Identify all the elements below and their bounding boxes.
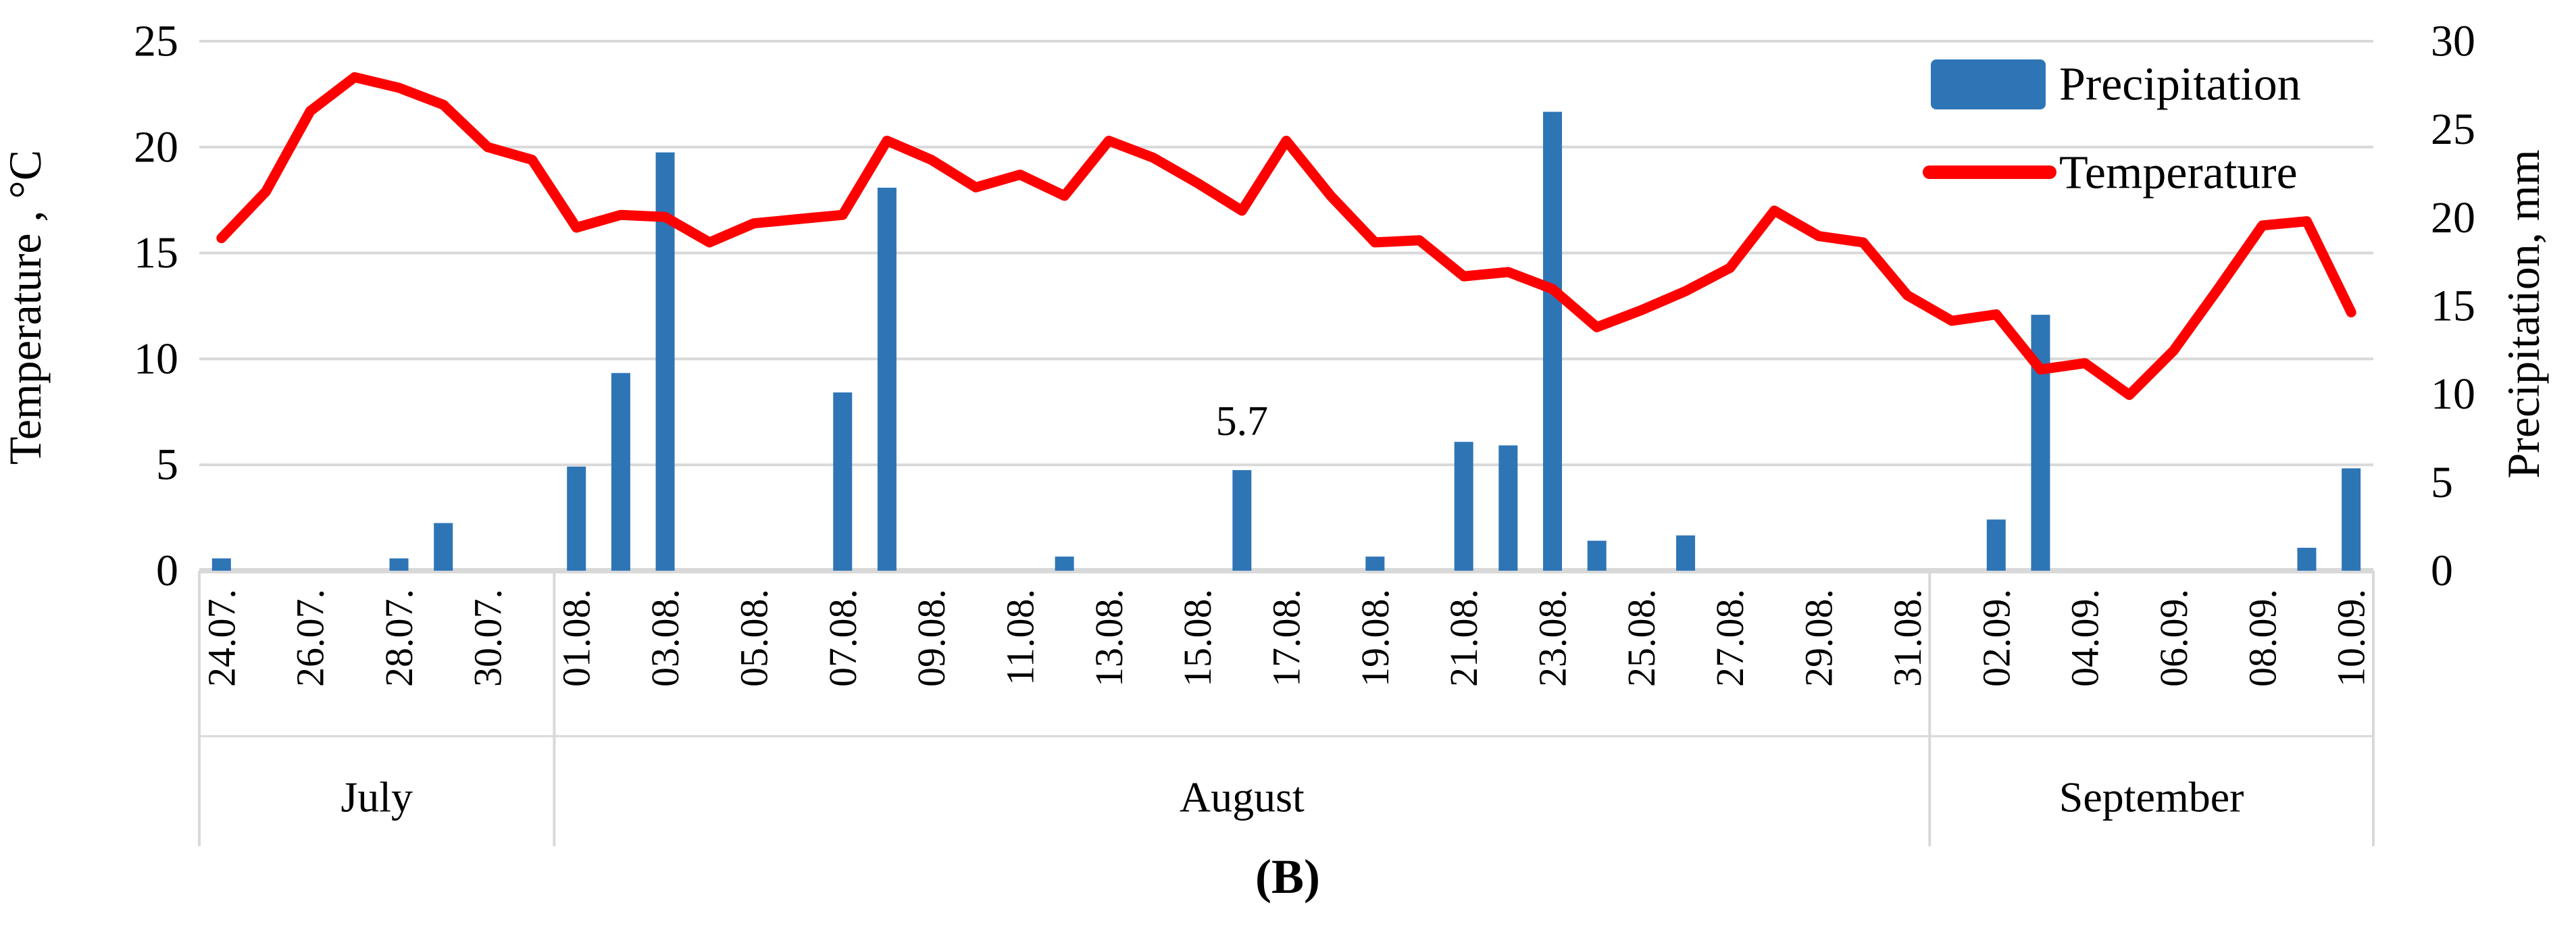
- legend-label-temperature: Temperature: [2059, 147, 2298, 199]
- x-axis-date-label: 13.08.: [1087, 589, 1131, 687]
- left-axis-tick: 20: [134, 122, 178, 172]
- precipitation-bar: [1543, 111, 1563, 571]
- precipitation-bar: [567, 466, 586, 571]
- left-axis-tick-labels: 0 5 10 15 20 25: [134, 17, 178, 596]
- x-axis-date-label: 30.07.: [465, 589, 509, 687]
- precipitation-bar: [1587, 540, 1607, 571]
- x-axis-date-label: 23.08.: [1531, 589, 1575, 687]
- right-axis-tick: 10: [2431, 369, 2475, 419]
- left-axis-title: Temperature , °C: [0, 150, 51, 465]
- precipitation-bar: [1365, 557, 1385, 571]
- x-axis-date-label: 01.08.: [555, 589, 599, 687]
- x-axis-date-label: 24.07.: [199, 589, 243, 687]
- x-axis-date-label: 07.08.: [821, 589, 865, 687]
- x-axis-date-label: 27.08.: [1708, 589, 1752, 687]
- x-axis-date-label: 19.08.: [1353, 589, 1397, 687]
- right-axis-tick: 0: [2431, 546, 2453, 596]
- left-axis-tick: 0: [156, 546, 178, 596]
- x-axis-date-label: 11.08.: [998, 589, 1042, 686]
- x-axis-date-label: 06.09.: [2152, 589, 2196, 687]
- left-axis-tick: 5: [156, 440, 178, 490]
- x-axis-date-label: 21.08.: [1442, 589, 1486, 687]
- precipitation-swatch-icon: [1931, 59, 2046, 109]
- temperature-line: [216, 72, 2356, 401]
- precipitation-bar: [389, 558, 409, 571]
- precipitation-bar: [833, 392, 853, 571]
- x-axis-date-labels: 24.07. 26.07. 28.07. 30.07. 01.08. 03.08. 05.0…: [199, 589, 2373, 687]
- x-axis-date-label: 28.07.: [377, 589, 421, 687]
- legend-label-precipitation: Precipitation: [2059, 59, 2301, 111]
- precipitation-bar: [1498, 445, 1518, 571]
- right-axis-tick: 15: [2431, 282, 2475, 331]
- x-axis-date-label: 15.08.: [1176, 589, 1219, 687]
- legend: Precipitation Temperature: [1923, 59, 2301, 199]
- x-axis-date-label: 04.09.: [2063, 589, 2107, 687]
- x-axis-date-label: 26.07.: [288, 589, 332, 687]
- left-axis-tick: 25: [134, 17, 178, 66]
- precipitation-bar: [211, 558, 231, 571]
- precipitation-bar: [1986, 519, 2006, 571]
- x-axis-date-label: 10.09.: [2329, 589, 2373, 687]
- precipitation-bar: [1055, 557, 1074, 571]
- right-axis-tick: 5: [2431, 458, 2453, 507]
- right-axis-tick-labels: 0 5 10 15 20 25 30: [2431, 17, 2475, 596]
- x-axis-date-label: 02.09.: [1974, 589, 2018, 687]
- x-axis-date-label: 17.08.: [1265, 589, 1309, 687]
- x-axis-month-band: [198, 571, 2375, 846]
- right-axis-title: Precipitation, mm: [2498, 149, 2549, 478]
- precipitation-bar: [611, 373, 630, 571]
- left-axis-tick: 10: [134, 334, 178, 384]
- x-axis-date-label: 09.08.: [909, 589, 953, 687]
- precipitation-bar: [434, 523, 453, 571]
- precipitation-bar: [2342, 468, 2361, 571]
- precipitation-bar: [2031, 315, 2050, 571]
- precipitation-bar: [1232, 470, 1252, 571]
- x-axis-date-label: 03.08.: [643, 589, 687, 687]
- left-axis-tick: 15: [134, 228, 178, 278]
- month-group-labels: July August September: [340, 773, 2244, 821]
- x-axis-date-label: 08.09.: [2240, 589, 2284, 687]
- right-axis-tick: 25: [2431, 105, 2475, 154]
- month-label: August: [1180, 773, 1305, 821]
- right-axis-tick: 20: [2431, 193, 2475, 242]
- month-label: July: [340, 773, 413, 821]
- x-axis-date-label: 05.08.: [732, 589, 776, 687]
- precipitation-bar: [2297, 548, 2317, 571]
- x-axis-date-label: 25.08.: [1619, 589, 1663, 687]
- figure-caption: (B): [1255, 850, 1320, 904]
- precipitation-bar: [1454, 442, 1473, 571]
- precipitation-bars: [211, 111, 2361, 571]
- right-axis-tick: 30: [2431, 17, 2475, 66]
- precipitation-bar: [1676, 535, 1696, 571]
- precipitation-bar: [877, 187, 896, 571]
- bar-data-label: 5.7: [1216, 398, 1269, 444]
- x-axis-date-label: 31.08.: [1886, 589, 1929, 687]
- x-axis-date-label: 29.08.: [1797, 589, 1841, 687]
- month-label: September: [2059, 773, 2244, 821]
